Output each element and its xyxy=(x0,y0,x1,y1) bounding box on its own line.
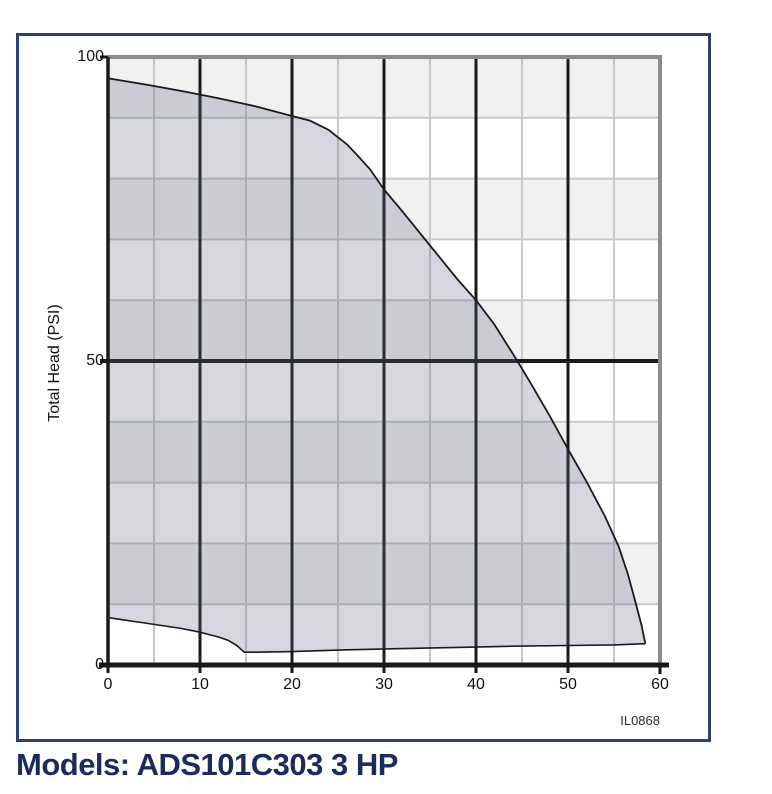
chart-frame xyxy=(16,33,711,742)
upper-envelope-curve xyxy=(107,77,647,644)
lower-envelope-curve xyxy=(107,616,646,654)
operating-envelope-area xyxy=(108,78,646,653)
models-title: Models: ADS101C303 3 HP xyxy=(16,747,398,782)
